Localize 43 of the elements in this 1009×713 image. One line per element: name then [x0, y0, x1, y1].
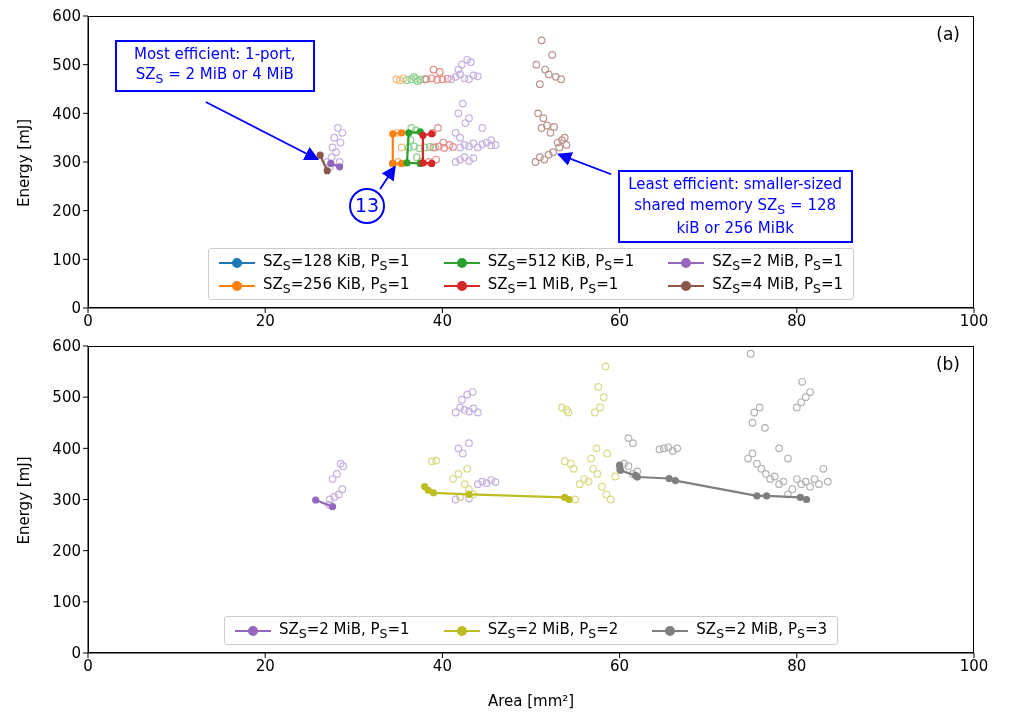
legend-label: SZ$_{S}$=2 MiB, P$_{S}$=1 — [712, 252, 843, 273]
annotation: (b) — [935, 354, 960, 374]
annotation: 13 — [349, 188, 386, 224]
legend-label: SZ$_{S}$=4 MiB, P$_{S}$=1 — [712, 275, 843, 296]
x-tick-label: 100 — [959, 311, 989, 330]
y-tick-label: 500 — [52, 55, 81, 74]
x-tick-label: 100 — [959, 656, 989, 675]
x-tick-label: 80 — [787, 656, 807, 675]
x-tick-label: 60 — [610, 656, 630, 675]
annotation: Most efficient: 1-port, SZ$_{S}$ = 2 MiB or 4 MiB — [114, 40, 315, 93]
y-tick-label: 600 — [52, 337, 81, 356]
y-axis-title: Energy [mJ] — [15, 118, 34, 207]
y-tick-label: 300 — [52, 490, 81, 509]
y-tick-label: 100 — [52, 250, 81, 269]
x-tick-label: 80 — [787, 311, 807, 330]
y-tick-label: 200 — [52, 201, 81, 220]
legend-label: SZ$_{S}$=2 MiB, P$_{S}$=1 — [278, 620, 410, 641]
x-tick-label: 60 — [610, 311, 630, 330]
y-tick-label: 600 — [52, 7, 81, 26]
legend-label: SZ$_{S}$=2 MiB, P$_{S}$=2 — [487, 620, 619, 641]
x-tick-label: 0 — [83, 656, 93, 675]
y-tick-label: 400 — [52, 104, 81, 123]
y-tick-label: 200 — [52, 541, 81, 560]
x-tick-label: 20 — [255, 656, 275, 675]
y-tick-label: 300 — [52, 153, 81, 172]
annotation: (a) — [936, 24, 960, 44]
x-tick-label: 0 — [83, 311, 93, 330]
y-axis-title: Energy [mJ] — [15, 456, 34, 545]
x-tick-label: 40 — [432, 311, 452, 330]
y-tick-label: 500 — [52, 388, 81, 407]
legend-label: SZ$_{S}$=2 MiB, P$_{S}$=3 — [696, 620, 828, 641]
legend-label: SZ$_{S}$=256 KiB, P$_{S}$=1 — [263, 275, 410, 296]
legend-label: SZ$_{S}$=512 KiB, P$_{S}$=1 — [487, 252, 635, 273]
y-tick-label: 0 — [71, 644, 81, 663]
annotation: Least efficient: smaller-sized shared memory SZ$_{S}$ = 128 kiB or 256 MiBk — [617, 170, 853, 243]
y-tick-label: 400 — [52, 439, 81, 458]
legend-label: SZ$_{S}$=128 KiB, P$_{S}$=1 — [263, 252, 410, 273]
x-tick-label: 20 — [255, 311, 275, 330]
x-tick-label: 40 — [432, 656, 452, 675]
legend-label: SZ$_{S}$=1 MiB, P$_{S}$=1 — [487, 275, 619, 296]
y-tick-label: 100 — [52, 593, 81, 612]
y-tick-label: 0 — [71, 299, 81, 318]
x-axis-title: Area [mm²] — [487, 692, 575, 710]
